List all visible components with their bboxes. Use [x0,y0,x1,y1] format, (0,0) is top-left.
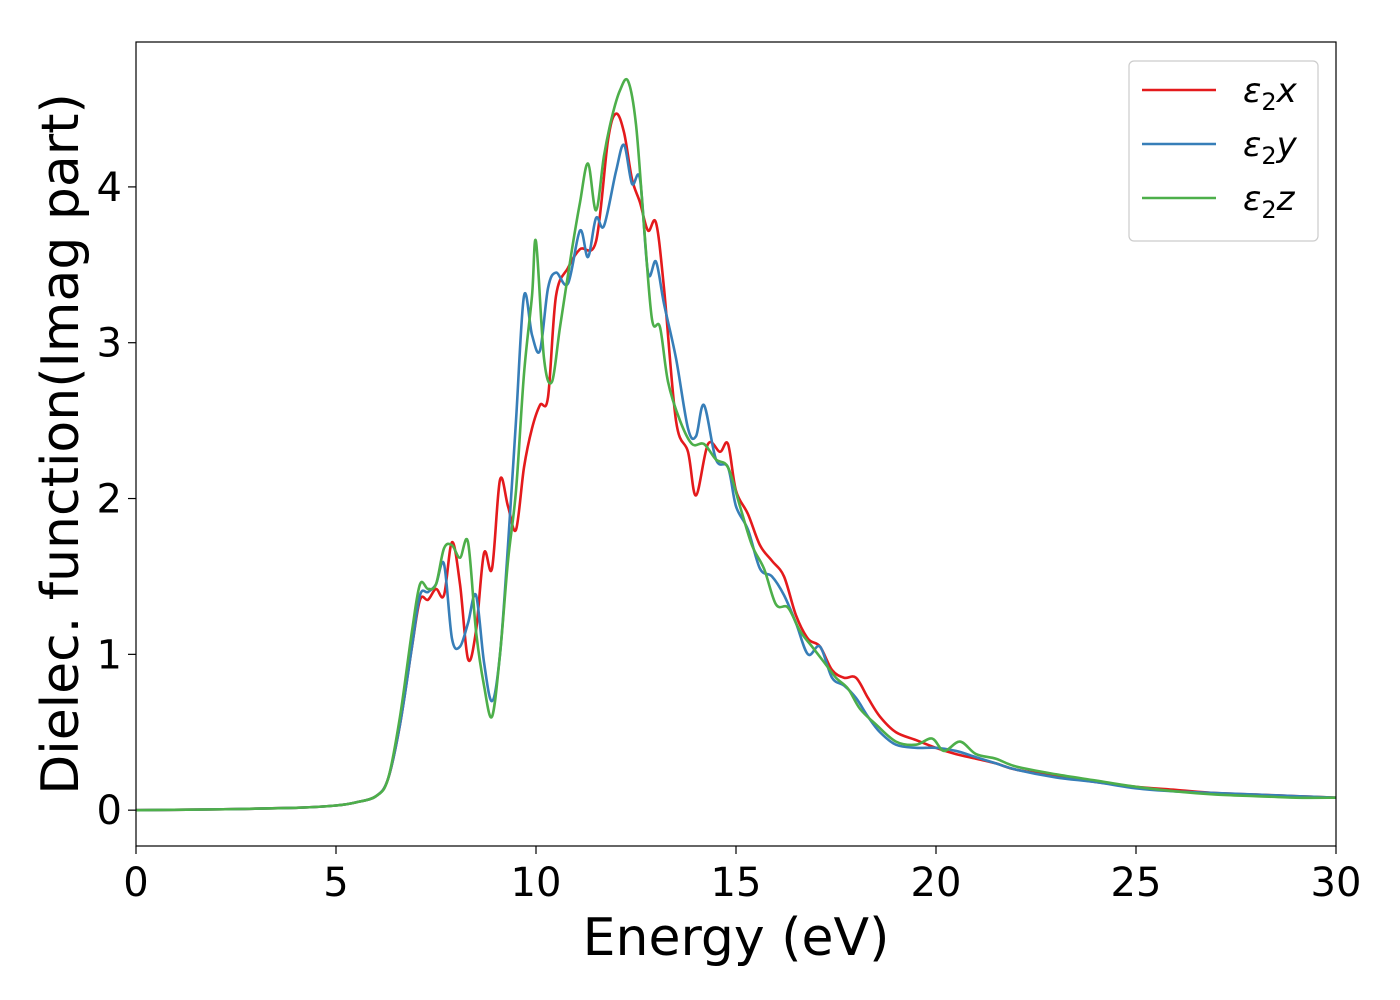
y-axis-title: Dielec. function(Imag part) [31,93,91,795]
x-axis: 0 5 10 15 20 25 30 [123,846,1361,906]
y-tick-label: 4 [97,165,122,211]
legend-label-z: ε2z [1243,179,1296,224]
legend-box [1128,60,1319,242]
x-axis-title: Energy (eV) [583,908,890,968]
x-tick-label: 5 [323,860,348,906]
y-tick-label: 0 [97,788,122,834]
y-tick-label: 3 [97,321,122,367]
x-tick-label: 0 [123,860,148,906]
x-tick-label: 30 [1311,860,1362,906]
x-tick-label: 10 [511,860,562,906]
series-layer [136,77,1336,812]
x-tick-label: 25 [1111,860,1162,906]
series-line-z [136,77,1336,812]
x-tick-label: 20 [911,860,962,906]
x-tick-label: 15 [711,860,762,906]
y-tick-label: 2 [97,477,122,523]
legend-label-y: ε2y [1243,125,1298,170]
y-tick-label: 1 [97,632,122,678]
y-axis: 0 1 2 3 4 [97,165,136,834]
legend-label-x: ε2x [1243,71,1298,116]
legend: ε2x ε2y ε2z [1128,60,1319,242]
